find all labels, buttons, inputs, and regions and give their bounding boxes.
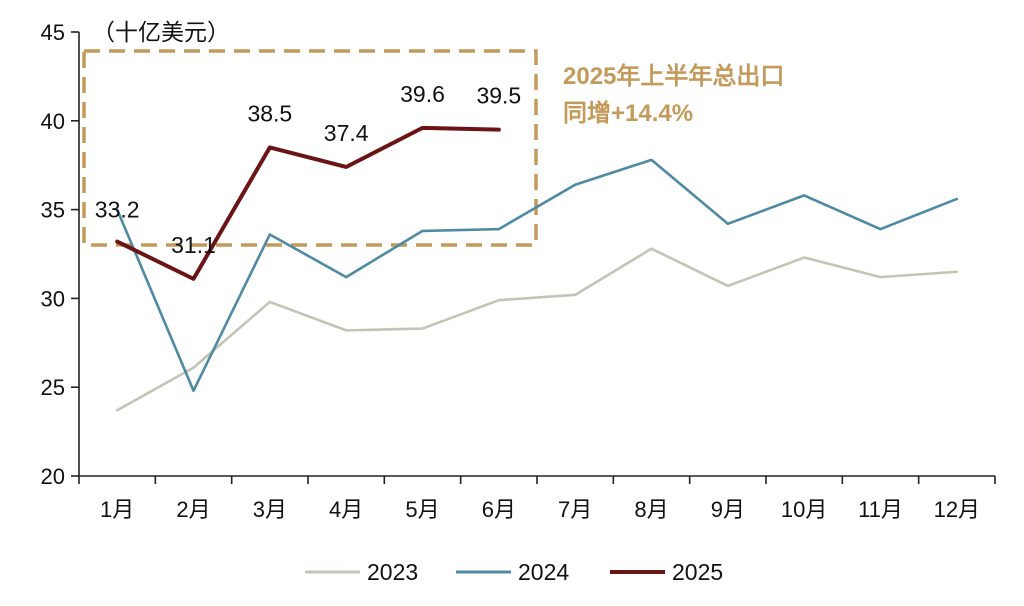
x-tick-label: 8月 xyxy=(634,497,668,522)
y-tick-label: 45 xyxy=(41,20,65,45)
axes xyxy=(78,32,995,477)
highlight-box xyxy=(82,49,538,247)
legend-label-2023: 2023 xyxy=(367,559,418,585)
x-tick-label: 6月 xyxy=(482,497,516,522)
y-tick-label: 20 xyxy=(41,464,65,489)
y-tick-label: 40 xyxy=(41,109,65,134)
x-tick-label: 4月 xyxy=(329,497,363,522)
x-tick-label: 5月 xyxy=(405,497,439,522)
x-tick-label: 1月 xyxy=(100,497,134,522)
y-tick-label: 25 xyxy=(41,375,65,400)
series-line-2025 xyxy=(115,125,501,281)
series-layer xyxy=(115,125,959,412)
x-tick-label: 3月 xyxy=(253,497,287,522)
x-tick-label: 9月 xyxy=(711,497,745,522)
x-tick-label: 10月 xyxy=(781,497,827,522)
series-line-2024 xyxy=(115,158,959,393)
annotation-line-1: 2025年上半年总出口 xyxy=(563,62,784,90)
x-tick-label: 12月 xyxy=(934,497,980,522)
series-line-2023 xyxy=(115,247,959,412)
legend: 2023 2024 2025 xyxy=(305,559,723,585)
data-label-2025: 31.1 xyxy=(171,232,216,258)
y-ticks: 20 25 30 35 40 45 xyxy=(41,20,79,489)
x-tick-label: 2月 xyxy=(176,497,210,522)
annotation-line-2: 同增+14.4% xyxy=(563,99,693,127)
y-tick-label: 35 xyxy=(41,198,65,223)
legend-label-2025: 2025 xyxy=(672,559,723,585)
y-tick-label: 30 xyxy=(41,286,65,311)
data-labels: 33.2 31.1 38.5 37.4 39.6 39.5 xyxy=(95,81,521,258)
x-tick-label: 7月 xyxy=(558,497,592,522)
data-label-2025: 39.5 xyxy=(476,83,521,109)
x-ticks: 1月 2月 3月 4月 5月 6月 7月 8月 9月 10月 11月 12月 xyxy=(78,476,996,522)
data-label-2025: 37.4 xyxy=(324,120,369,146)
legend-label-2024: 2024 xyxy=(518,559,569,585)
data-label-2025: 33.2 xyxy=(95,197,140,223)
unit-label: （十亿美元） xyxy=(92,19,230,45)
data-label-2025: 38.5 xyxy=(247,100,292,126)
x-tick-label: 11月 xyxy=(858,497,903,522)
data-label-2025: 39.6 xyxy=(400,81,445,107)
